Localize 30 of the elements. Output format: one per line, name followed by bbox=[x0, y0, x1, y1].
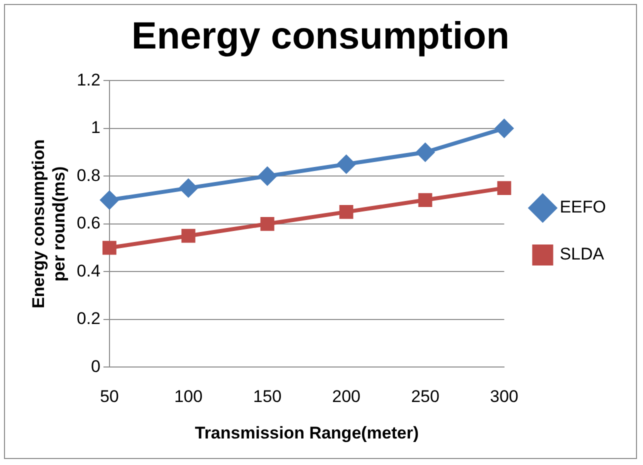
point bbox=[418, 193, 432, 207]
point bbox=[258, 167, 276, 186]
x-tick-label: 200 bbox=[332, 387, 360, 406]
point bbox=[102, 240, 116, 255]
point bbox=[179, 179, 198, 198]
point bbox=[416, 143, 434, 162]
x-tick-label: 300 bbox=[490, 387, 518, 406]
y-tick-label: 0.8 bbox=[76, 166, 100, 185]
point bbox=[497, 181, 512, 196]
x-tick-label: 250 bbox=[411, 387, 440, 406]
y-tick-label: 0.2 bbox=[76, 309, 100, 328]
x-tick-label: 150 bbox=[253, 387, 282, 406]
point bbox=[181, 228, 196, 243]
x-tick-label: 50 bbox=[100, 387, 119, 406]
y-tick-label: 1.2 bbox=[76, 70, 100, 90]
point bbox=[260, 216, 274, 231]
point bbox=[339, 205, 354, 219]
point bbox=[100, 191, 118, 210]
y-tick-label: 0.4 bbox=[76, 261, 100, 280]
x-tick-label: 100 bbox=[174, 387, 203, 406]
y-tick-label: 0 bbox=[90, 356, 100, 376]
legend-label: EEFO bbox=[560, 198, 606, 217]
legend-label: SLDA bbox=[560, 244, 605, 264]
x-axis-title: Transmission Range(meter) bbox=[194, 423, 419, 442]
y-axis-title: Energy consumption per round(ms) bbox=[28, 139, 68, 308]
point bbox=[495, 119, 514, 138]
y-tick-label: 0.6 bbox=[76, 214, 100, 233]
y-tick-label: 1 bbox=[90, 118, 100, 138]
point bbox=[337, 155, 356, 174]
chart-title: Energy consumption bbox=[132, 15, 510, 58]
